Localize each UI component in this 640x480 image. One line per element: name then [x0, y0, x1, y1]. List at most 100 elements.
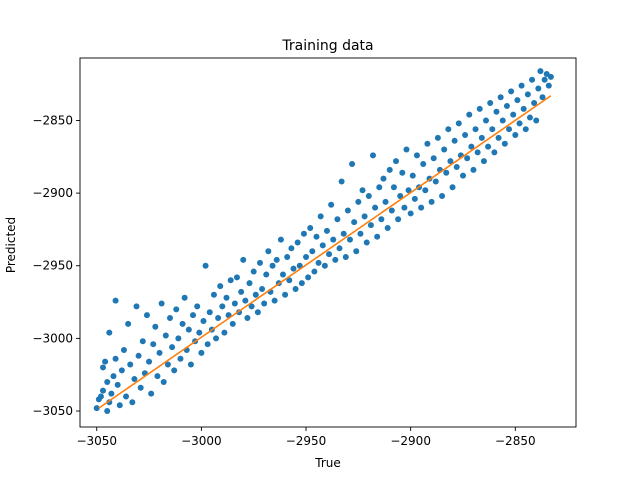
scatter-point	[390, 184, 397, 191]
x-tick-label: −2900	[390, 434, 431, 448]
scatter-point	[116, 402, 123, 409]
scatter-point	[305, 274, 312, 281]
scatter-point	[263, 271, 270, 278]
scatter-point	[217, 283, 224, 290]
scatter-point	[547, 73, 554, 80]
scatter-point	[238, 288, 245, 295]
scatter-point	[361, 213, 368, 220]
scatter-point	[150, 341, 157, 348]
scatter-point	[194, 303, 201, 310]
scatter-point	[503, 102, 510, 109]
scatter-point	[261, 300, 268, 307]
scatter-point	[336, 245, 343, 252]
scatter-point	[380, 175, 387, 182]
scatter-point	[545, 82, 552, 89]
scatter-point	[501, 140, 508, 147]
scatter-point	[221, 329, 228, 336]
scatter-point	[187, 361, 194, 368]
scatter-point	[137, 384, 144, 391]
scatter-point	[158, 300, 165, 307]
scatter-point	[474, 149, 481, 156]
scatter-point	[344, 207, 351, 214]
scatter-point	[162, 332, 169, 339]
scatter-point	[231, 300, 238, 307]
scatter-point	[296, 262, 303, 269]
scatter-point	[449, 184, 456, 191]
scatter-point	[215, 315, 222, 322]
scatter-point	[164, 361, 171, 368]
x-tick-label: −3050	[76, 434, 117, 448]
scatter-point	[110, 373, 117, 380]
scatter-point	[160, 378, 167, 385]
scatter-point	[229, 320, 236, 327]
scatter-point	[346, 236, 353, 243]
scatter-point	[127, 361, 134, 368]
scatter-point	[422, 187, 429, 194]
scatter-point	[510, 111, 517, 118]
scatter-point	[198, 349, 205, 356]
scatter-point	[135, 352, 142, 359]
scatter-point	[359, 187, 366, 194]
scatter-point	[93, 405, 100, 412]
scatter-point	[464, 155, 471, 162]
scatter-point	[259, 285, 266, 292]
scatter-point	[397, 193, 404, 200]
scatter-point	[185, 326, 192, 333]
scatter-point	[514, 97, 521, 104]
scatter-point	[441, 146, 448, 153]
scatter-point	[317, 213, 324, 220]
scatter-point	[370, 152, 376, 159]
scatter-point	[338, 178, 345, 185]
scatter-point	[495, 134, 502, 141]
scatter-point	[453, 163, 460, 170]
scatter-point	[190, 312, 197, 319]
scatter-point	[309, 248, 316, 255]
scatter-point	[512, 132, 519, 138]
scatter-point	[319, 242, 326, 249]
scatter-point	[365, 193, 372, 200]
scatter-point	[181, 294, 188, 301]
scatter-point	[118, 367, 125, 374]
scatter-point	[432, 178, 439, 185]
scatter-point	[139, 338, 146, 345]
scatter-point	[292, 285, 299, 292]
scatter-point	[332, 256, 339, 263]
x-tick-label: −2850	[495, 434, 536, 448]
scatter-point	[152, 323, 159, 330]
scatter-point	[298, 280, 305, 287]
scatter-point	[462, 132, 469, 138]
scatter-point	[384, 224, 391, 231]
scatter-point	[210, 291, 217, 298]
scatter-point	[499, 117, 506, 124]
scatter-point	[541, 76, 548, 83]
scatter-point	[175, 335, 182, 342]
scatter-point	[219, 303, 226, 310]
scatter-point	[196, 329, 203, 336]
y-tick-label: −2900	[32, 186, 73, 200]
scatter-point	[269, 262, 276, 269]
scatter-point	[173, 306, 180, 313]
scatter-point	[100, 387, 107, 394]
scatter-point	[539, 94, 546, 101]
scatter-point	[434, 134, 441, 141]
scatter-point	[244, 315, 251, 322]
scatter-point	[125, 320, 132, 327]
scatter-point	[388, 207, 395, 214]
scatter-point	[179, 320, 186, 327]
scatter-point	[133, 303, 140, 310]
scatter-point	[171, 367, 178, 374]
scatter-point	[204, 341, 211, 348]
scatter-point	[254, 309, 261, 316]
scatter-point	[148, 390, 155, 397]
scatter-point	[206, 309, 213, 316]
scatter-point	[493, 108, 500, 115]
scatter-point	[489, 126, 496, 133]
y-tick-label: −3000	[32, 331, 73, 345]
scatter-point	[106, 329, 113, 336]
scatter-point	[323, 227, 330, 234]
scatter-point	[223, 294, 230, 301]
scatter-point	[284, 254, 291, 261]
scatter-point	[506, 126, 513, 133]
scatter-point	[265, 248, 272, 255]
y-tick-label: −3050	[32, 404, 73, 418]
